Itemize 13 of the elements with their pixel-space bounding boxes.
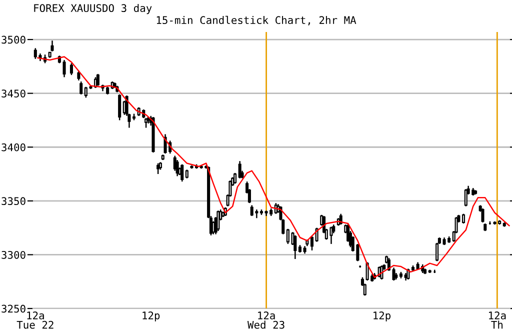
- x-tick-label: 12p: [374, 312, 391, 322]
- y-tick-label: 3250: [2, 304, 26, 313]
- y-tick-label: 3500: [2, 36, 26, 44]
- y-tick-label: 3300: [2, 250, 26, 259]
- x-tick-label: 12a Th: [489, 312, 506, 329]
- chart-subtitle: FOREX XAUUSDO 3 day: [34, 4, 152, 14]
- y-tick-label: 3450: [2, 90, 26, 98]
- x-tick-label: 12a Wed 23: [247, 312, 284, 329]
- y-tick-label: 3350: [2, 197, 26, 206]
- x-tick-label: 12a Tue 22: [16, 312, 54, 329]
- y-tick-label: 3400: [2, 143, 26, 152]
- chart-title: 15-min Candlestick Chart, 2hr MA: [156, 16, 356, 26]
- x-tick-label: 12p: [142, 312, 160, 322]
